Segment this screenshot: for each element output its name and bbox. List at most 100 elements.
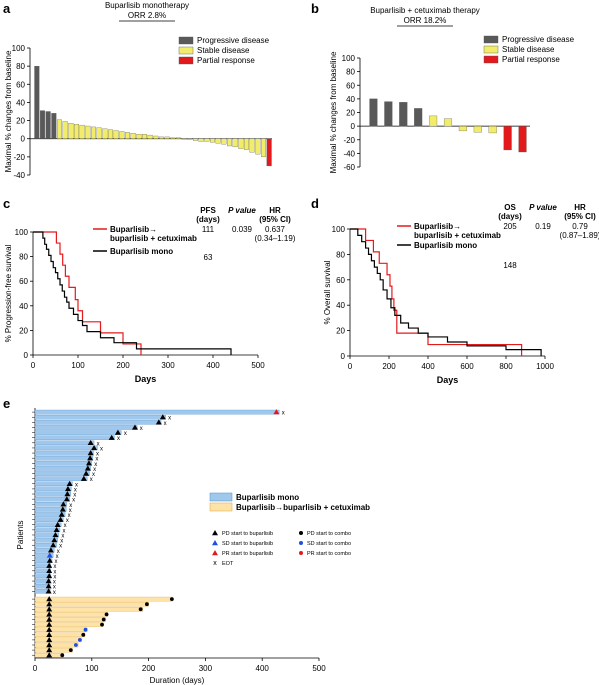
legend-label-mono: Buparlisib mono [236, 493, 299, 502]
mono-response-marker [46, 557, 53, 563]
y-tick-label: 0 [24, 351, 29, 360]
x-tick-label: 100 [85, 664, 99, 673]
combo-response-marker [83, 627, 88, 632]
bar [170, 137, 176, 139]
legend-swatch [483, 45, 499, 54]
x-tick-label: 0 [31, 361, 36, 370]
legend-label: buparlisib + cetuximab [414, 231, 501, 240]
legend-swatch [178, 56, 194, 65]
y-tick-label: 60 [16, 80, 25, 89]
mono-response-marker [53, 526, 60, 533]
bar [399, 102, 408, 127]
bar [221, 138, 227, 145]
chart-subtitle: ORR 2.8% [128, 11, 166, 20]
bar [108, 129, 113, 139]
mono-response-marker [273, 409, 280, 415]
mono-response-marker [47, 547, 54, 553]
bar [227, 138, 232, 147]
legend-marker [299, 541, 303, 545]
bar [232, 138, 238, 148]
bar [238, 138, 244, 149]
bar [79, 124, 85, 139]
bar [125, 132, 130, 139]
table-stat-value: 111 [202, 225, 215, 234]
eot-marker: x [97, 441, 100, 447]
bar [473, 125, 482, 133]
x-tick-label: 400 [421, 362, 435, 371]
y-axis-label: Maximal % changes from baseline [329, 51, 338, 173]
eot-marker: x [68, 513, 71, 519]
mono-response-marker [57, 516, 64, 522]
eot-marker: x [96, 452, 99, 458]
y-tick-label: 0 [351, 122, 356, 131]
y-tick-label: -60 [343, 163, 355, 172]
chart-c-pfs-km: 0 20 40 60 80 100 0 100 200 300 400 500 Days % Progre… [4, 206, 296, 384]
combo-response-marker [104, 612, 109, 617]
mono-response-marker [84, 465, 91, 471]
bar [159, 136, 164, 139]
panel-letter-a: a [3, 1, 11, 16]
legend-marker-label: EOT [222, 561, 234, 567]
bar [40, 110, 45, 139]
eot-marker: x [53, 585, 56, 591]
eot-marker: x [53, 574, 56, 580]
bar [142, 134, 147, 139]
km-curve-combo [350, 228, 523, 356]
bar [176, 137, 181, 139]
bar [153, 135, 159, 139]
x-tick-label: 300 [199, 664, 213, 673]
mono-response-marker [45, 583, 52, 589]
mono-patient-bar [34, 481, 73, 487]
mono-response-marker [45, 588, 52, 594]
legend-swatch [178, 36, 194, 45]
y-axis-label: Patients [16, 521, 25, 550]
combo-response-marker [73, 643, 78, 647]
table-hr-value: 0.637 [265, 225, 286, 234]
mono-response-marker [60, 501, 67, 507]
x-tick-label: 500 [251, 361, 265, 370]
bar [518, 125, 527, 153]
combo-start-marker [46, 642, 53, 648]
legend-marker-label: PD start to combo [307, 531, 351, 537]
mono-patient-bar [34, 430, 122, 435]
y-axis-label: % Progression-free survival [4, 244, 13, 342]
y-tick-label: 100 [12, 44, 26, 53]
mono-response-marker [83, 470, 90, 476]
panel-letter-c: c [3, 196, 10, 211]
mono-response-marker [52, 531, 59, 538]
mono-patient-bar [34, 425, 138, 430]
eot-marker: x [73, 493, 76, 499]
mono-patient-bar [34, 461, 92, 466]
legend-marker [299, 551, 303, 555]
mono-response-marker [155, 419, 162, 425]
y-tick-label: 100 [332, 225, 346, 234]
eot-marker: x [62, 528, 65, 534]
legend-marker-label: PR start to buparlisib [222, 551, 273, 557]
mono-response-marker [54, 521, 61, 527]
bar [130, 133, 136, 139]
table-hr-ci: (0.34–1.19) [255, 234, 296, 243]
x-tick-label: 800 [499, 362, 513, 371]
mono-response-marker [46, 552, 53, 558]
mono-response-marker [51, 537, 58, 543]
table-header: (95% CI) [564, 212, 596, 221]
combo-patient-bar [34, 612, 108, 617]
x-tick-label: 400 [206, 361, 220, 370]
eot-marker: x [61, 533, 64, 539]
bar [102, 128, 108, 139]
x-tick-label: 1000 [536, 362, 554, 371]
combo-response-marker [77, 638, 82, 642]
mono-response-marker [59, 506, 66, 512]
eot-marker: x [140, 426, 143, 432]
combo-response-marker [144, 602, 149, 607]
x-axis-label: Days [437, 375, 459, 385]
legend-swatch-mono [209, 492, 233, 502]
eot-marker: x [100, 446, 103, 452]
legend-marker [212, 530, 218, 536]
x-tick-label: 200 [142, 664, 156, 673]
eot-marker: x [93, 467, 96, 473]
mono-response-marker [131, 424, 138, 430]
panel-letter-b: b [311, 1, 319, 16]
mono-response-marker [64, 485, 71, 492]
